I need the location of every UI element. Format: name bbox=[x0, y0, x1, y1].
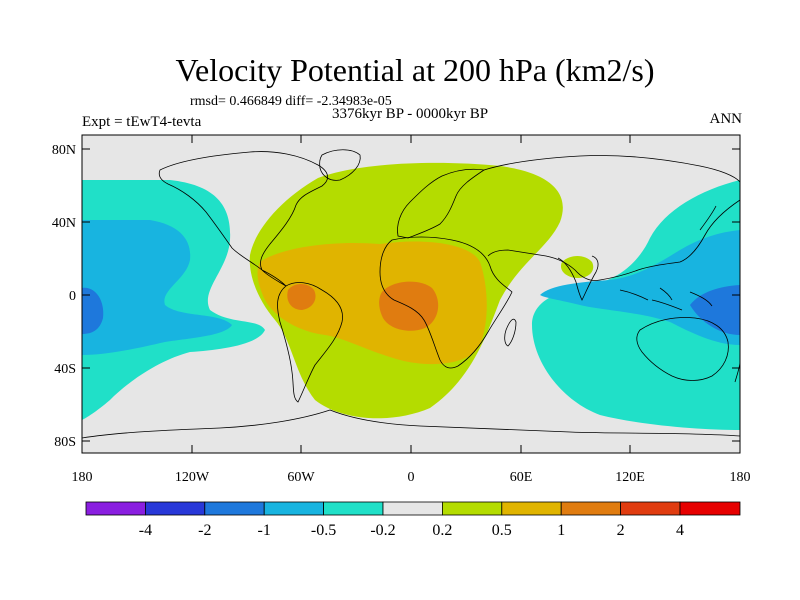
colorbar-label: 4 bbox=[676, 522, 684, 539]
positive-mid-region bbox=[257, 241, 487, 365]
colorbar bbox=[85, 501, 741, 516]
positive-weak-blob-asia bbox=[560, 256, 594, 278]
colorbar-box-10 bbox=[620, 501, 681, 516]
contour-fills bbox=[82, 149, 740, 439]
time-period-subtitle: 3376kyr BP - 0000kyr BP bbox=[331, 106, 489, 122]
lon-label-0: 0 bbox=[408, 470, 415, 485]
negative-mid-pacific bbox=[82, 220, 232, 355]
positive-strong-africa bbox=[379, 281, 439, 331]
colorbar-box-11 bbox=[679, 501, 741, 516]
coastline-maritime-continent bbox=[619, 287, 713, 311]
lon-label-60w: 60W bbox=[287, 470, 315, 485]
colorbar-box-3 bbox=[204, 501, 265, 516]
coastline-africa bbox=[379, 236, 513, 369]
lon-tick-labels: 180 120W 60W 0 60E 120E 180 bbox=[72, 470, 751, 485]
lon-label-120e: 120E bbox=[615, 470, 645, 485]
colorbar-label: 2 bbox=[617, 522, 625, 539]
colorbar-label: -0.2 bbox=[370, 522, 395, 539]
lat-label-80n: 80N bbox=[52, 143, 76, 158]
lat-label-80s: 80S bbox=[54, 435, 76, 450]
colorbar-label: 0.5 bbox=[492, 522, 512, 539]
map-title: Velocity Potential at 200 hPa (km2/s) bbox=[175, 52, 655, 88]
positive-strong-south-america bbox=[287, 284, 316, 310]
colorbar-box-8 bbox=[501, 501, 562, 516]
colorbar-box-5 bbox=[323, 501, 384, 516]
coastline-greenland bbox=[319, 149, 361, 181]
lat-tick-marks bbox=[82, 148, 740, 442]
colorbar-box-6 bbox=[382, 501, 443, 516]
lat-label-40n: 40N bbox=[52, 216, 76, 231]
colorbar-label: -1 bbox=[258, 522, 271, 539]
colorbar-box-4 bbox=[263, 501, 325, 516]
lon-label-120w: 120W bbox=[175, 470, 210, 485]
coastline-south-america bbox=[277, 282, 343, 403]
coastline-madagascar bbox=[504, 318, 517, 347]
colorbar-label: 0.2 bbox=[432, 522, 452, 539]
lon-tick-marks bbox=[81, 135, 741, 453]
colorbar-box-9 bbox=[560, 501, 622, 516]
colorbar-labels: -4 -2 -1 -0.5 -0.2 0.2 0.5 1 2 4 bbox=[139, 522, 684, 539]
coastline-japan bbox=[699, 205, 717, 231]
coastline-europe bbox=[397, 168, 486, 239]
colorbar-label: -4 bbox=[139, 522, 152, 539]
colorbar-label: 1 bbox=[557, 522, 565, 539]
lat-label-0: 0 bbox=[69, 289, 76, 304]
lat-label-40s: 40S bbox=[54, 362, 76, 377]
colorbar-box-1 bbox=[85, 501, 146, 516]
season-label: ANN bbox=[709, 111, 743, 127]
lon-label-60e: 60E bbox=[510, 470, 533, 485]
colorbar-label: -2 bbox=[198, 522, 211, 539]
lat-tick-labels: 80N 40N 0 40S 80S bbox=[52, 143, 76, 450]
rmsd-diff-stats: rmsd= 0.466849 diff= -2.34983e-05 bbox=[190, 94, 392, 109]
negative-mid-indopacific bbox=[540, 230, 740, 345]
coastline-australia bbox=[636, 317, 729, 381]
coastline-asia bbox=[483, 155, 740, 281]
coastlines bbox=[82, 149, 740, 439]
lon-label-180w: 180 bbox=[72, 470, 93, 485]
negative-strong-pacific bbox=[82, 287, 104, 334]
colorbar-box-7 bbox=[441, 501, 503, 516]
coastline-india bbox=[557, 255, 599, 301]
colorbar-label: -0.5 bbox=[311, 522, 336, 539]
experiment-label: Expt = tEwT4-tevta bbox=[82, 114, 202, 130]
lon-label-180e: 180 bbox=[730, 470, 751, 485]
coastline-antarctica bbox=[82, 409, 740, 439]
coastline-north-america bbox=[158, 151, 328, 287]
colorbar-box-2 bbox=[144, 501, 206, 516]
